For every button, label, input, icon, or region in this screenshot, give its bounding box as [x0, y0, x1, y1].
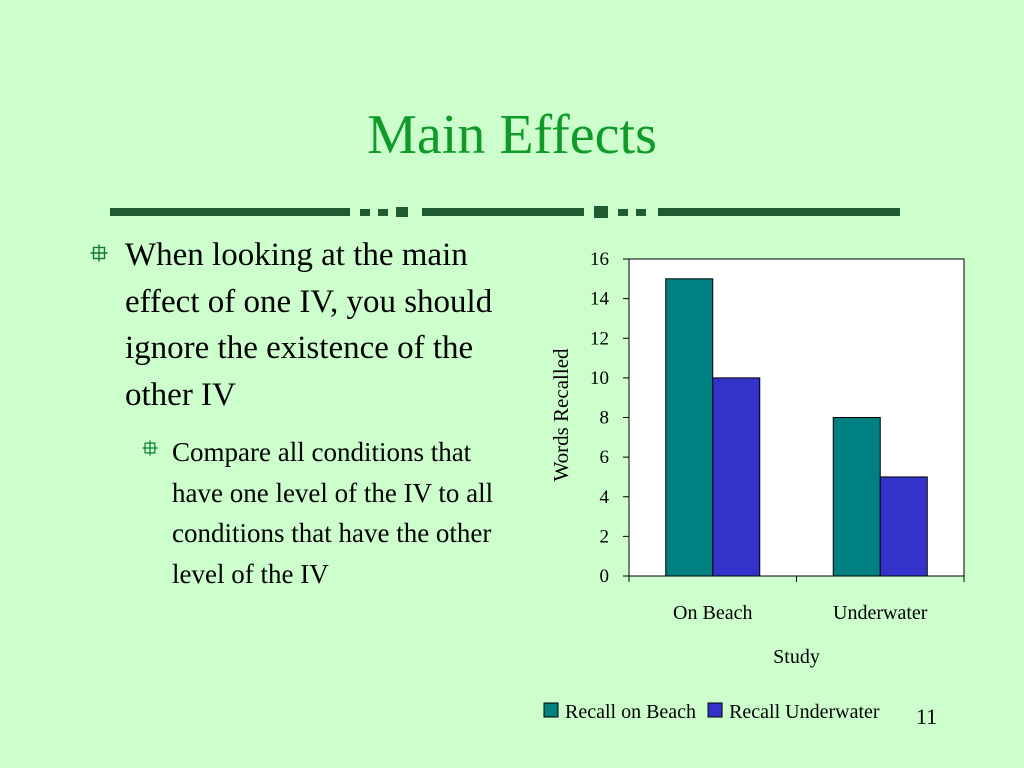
crosshair-square-icon: [90, 244, 108, 262]
sub-bullet-text: Compare all conditions that have one lev…: [172, 437, 494, 589]
bullet-list: When looking at the main effect of one I…: [88, 232, 508, 594]
crosshair-square-icon: [142, 440, 158, 456]
y-axis-label: Words Recalled: [549, 348, 573, 482]
legend-swatch: [707, 702, 723, 718]
legend-swatch: [543, 702, 559, 718]
title-divider: [110, 206, 900, 218]
bullet-text: When looking at the main effect of one I…: [125, 237, 493, 413]
y-tick-label: 8: [600, 408, 610, 429]
sub-bullet-item: Compare all conditions that have one lev…: [88, 432, 508, 594]
page-number: 11: [916, 704, 938, 729]
x-category-label: On Beach: [673, 602, 752, 624]
bar: [665, 278, 714, 577]
x-axis-label: Study: [773, 646, 820, 668]
bar: [832, 417, 881, 577]
y-tick-label: 16: [590, 249, 609, 270]
bar: [879, 476, 928, 577]
legend-label: Recall on Beach: [565, 701, 696, 723]
y-tick-label: 14: [590, 289, 610, 310]
y-tick-label: 10: [590, 368, 609, 389]
legend-label: Recall Underwater: [729, 701, 880, 723]
bar: [712, 377, 761, 577]
y-tick-label: 6: [600, 447, 610, 468]
y-tick-label: 4: [600, 487, 610, 508]
bullet-item: When looking at the main effect of one I…: [88, 232, 508, 418]
x-category-label: Underwater: [833, 602, 928, 624]
y-tick-label: 12: [590, 328, 609, 349]
slide-title: Main Effects: [367, 104, 657, 166]
y-tick-label: 0: [600, 566, 610, 587]
y-tick-label: 2: [600, 526, 610, 547]
